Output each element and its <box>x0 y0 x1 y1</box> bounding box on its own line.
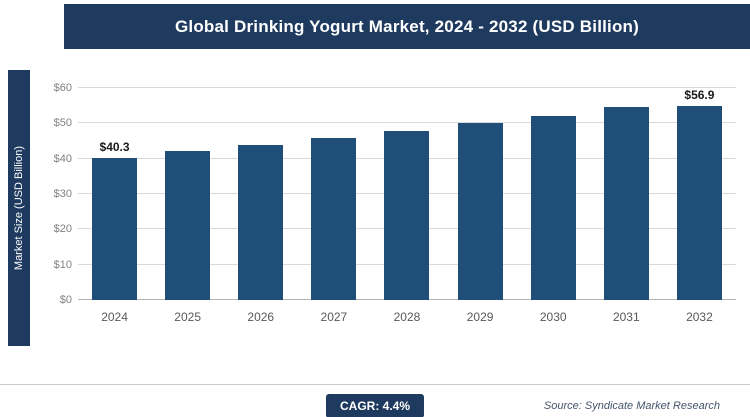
x-tick-label: 2028 <box>393 310 421 324</box>
y-axis-strip: Market Size (USD Billion) <box>8 70 30 346</box>
bar-column: $56.9 2032 <box>663 88 736 324</box>
bar-series: $40.3 2024 2025 2026 2027 2028 2029 2030 2031 $56… <box>78 88 736 324</box>
x-tick-label: 2032 <box>686 310 713 324</box>
chart-title-bar: Global Drinking Yogurt Market, 2024 - 20… <box>64 4 750 49</box>
bar <box>457 123 503 300</box>
bar-column: $40.3 2024 <box>78 88 151 324</box>
bar-column: 2029 <box>444 88 517 324</box>
x-tick-label: 2031 <box>612 310 640 324</box>
bar-column: 2031 <box>590 88 663 324</box>
bar <box>311 137 357 300</box>
gridline: $60 <box>54 82 736 94</box>
cagr-badge: CAGR: 4.4% <box>325 394 425 417</box>
bar <box>676 106 722 300</box>
bar-value-label: $40.3 <box>99 139 130 154</box>
y-tick-label: $40 <box>53 152 72 165</box>
bar <box>603 107 649 300</box>
y-tick-label: $60 <box>53 82 72 94</box>
bar-column: 2027 <box>297 88 370 324</box>
x-tick-label: 2026 <box>247 310 275 324</box>
bar-column: 2030 <box>517 88 590 324</box>
gridline: $50 <box>54 117 736 129</box>
bar <box>530 115 576 300</box>
source-text: Source: Syndicate Market Research <box>543 400 720 412</box>
bar-column: 2025 <box>151 88 224 324</box>
bar-column: 2028 <box>370 88 443 324</box>
footer-divider <box>0 384 750 385</box>
bar-value-label: $56.9 <box>684 88 715 102</box>
x-tick-label: 2027 <box>320 310 348 324</box>
y-tick-label: $50 <box>53 117 72 130</box>
y-axis-label: Market Size (USD Billion) <box>13 145 25 271</box>
bar <box>238 144 284 300</box>
y-tick-label: $10 <box>53 258 72 271</box>
bar-column: 2026 <box>224 88 297 324</box>
x-tick-label: 2025 <box>174 310 201 324</box>
page-title: Global Drinking Yogurt Market, 2024 - 20… <box>175 16 639 36</box>
y-tick-label: $30 <box>53 188 72 200</box>
bar <box>384 130 430 300</box>
x-tick-label: 2029 <box>466 310 494 324</box>
x-tick-label: 2024 <box>101 310 128 324</box>
y-tick-label: $20 <box>53 223 72 236</box>
bar <box>92 157 138 300</box>
bar-chart-plot-area: $0 $10 $20 $30 $40 $50 $60 $40.3 2024 2025 2026 20… <box>54 82 736 324</box>
bar <box>165 151 211 300</box>
y-tick-label: $0 <box>59 294 72 306</box>
x-tick-label: 2030 <box>539 310 567 324</box>
